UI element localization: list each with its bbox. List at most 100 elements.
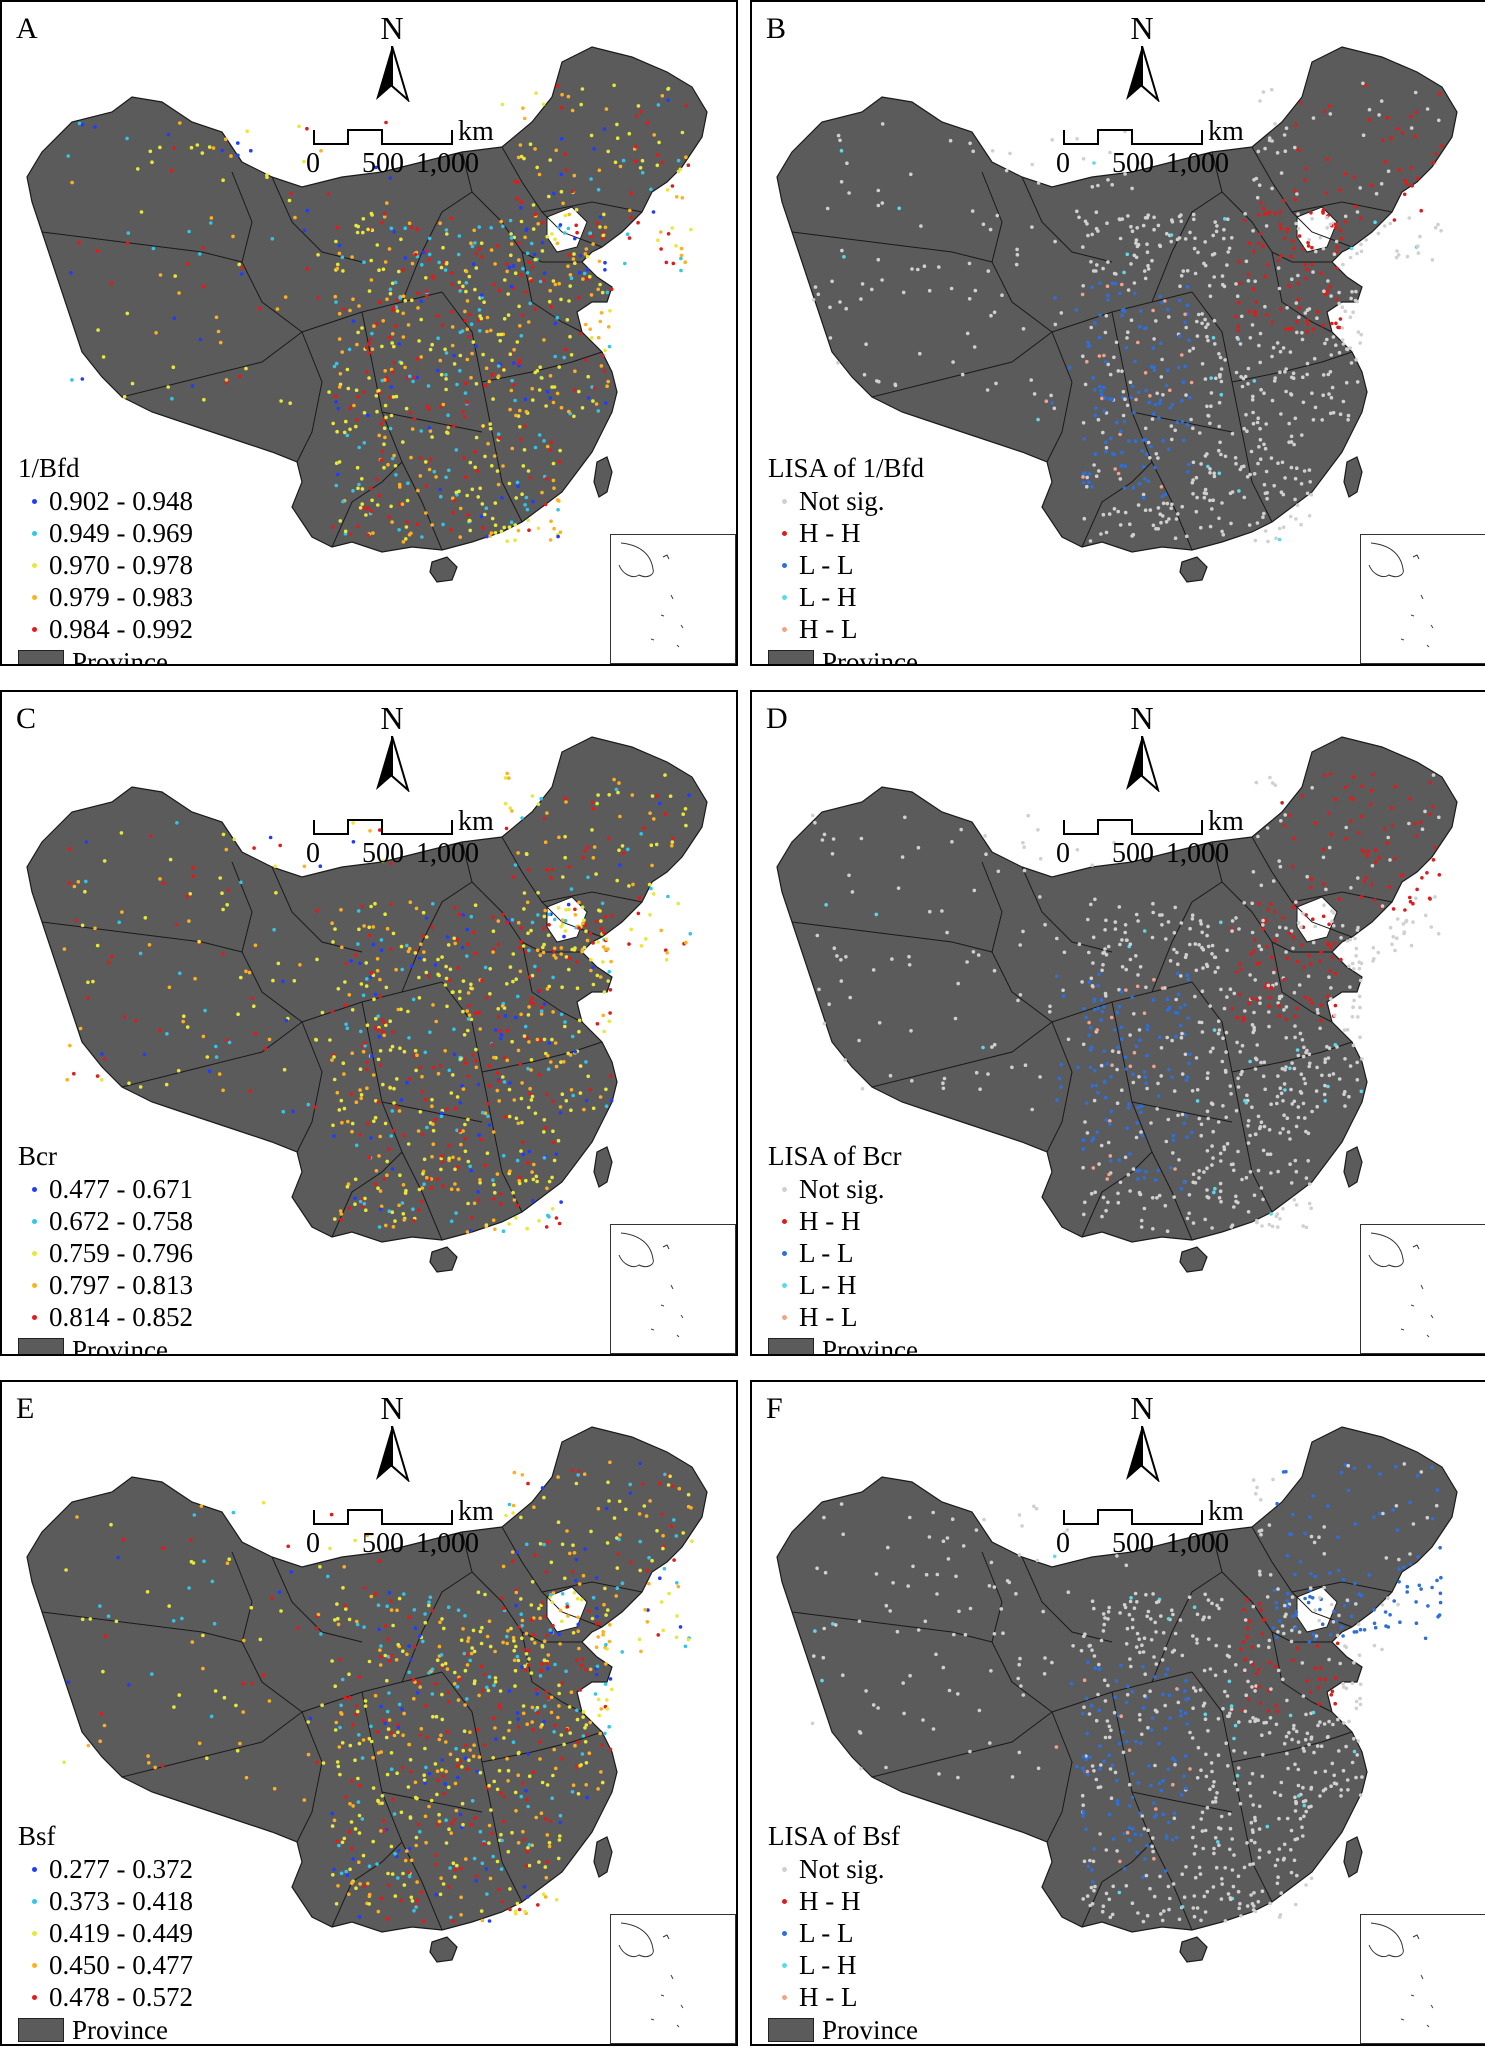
city-point	[502, 1819, 506, 1824]
city-point	[1136, 1177, 1140, 1181]
city-point	[572, 388, 577, 392]
city-point	[1288, 1162, 1292, 1166]
south-china-sea-inset	[610, 1224, 736, 1354]
city-point	[1300, 794, 1304, 798]
city-point	[1428, 780, 1433, 785]
city-point	[1278, 222, 1282, 227]
city-point	[287, 198, 292, 203]
city-point	[496, 432, 501, 437]
city-point	[74, 918, 79, 923]
city-point	[511, 264, 516, 268]
city-point	[1345, 939, 1350, 943]
city-point	[1423, 809, 1427, 814]
legend-dot	[782, 1218, 787, 1224]
city-point	[530, 265, 535, 269]
city-point	[1205, 933, 1209, 938]
city-point	[1113, 927, 1118, 931]
city-point	[1184, 393, 1188, 397]
city-point	[587, 1609, 591, 1613]
city-point	[1203, 317, 1207, 322]
city-point	[628, 1482, 632, 1487]
inset-map	[1368, 542, 1434, 648]
city-point	[522, 907, 526, 911]
city-point	[1240, 314, 1244, 319]
city-point	[488, 1876, 493, 1881]
city-point	[345, 433, 350, 438]
city-point	[1305, 361, 1310, 366]
city-point	[358, 1132, 363, 1137]
city-point	[1248, 472, 1252, 477]
city-point	[351, 821, 355, 825]
city-point	[1104, 530, 1109, 535]
city-point	[1188, 230, 1192, 235]
city-point	[371, 1755, 375, 1760]
city-point	[1338, 228, 1343, 233]
city-point	[503, 278, 507, 282]
city-point	[1151, 523, 1156, 528]
city-point	[1279, 412, 1283, 416]
city-point	[672, 1558, 676, 1562]
city-point	[652, 133, 656, 137]
city-point	[1224, 1741, 1228, 1745]
city-point	[1120, 1088, 1124, 1092]
city-point	[211, 146, 216, 150]
city-point	[1230, 929, 1234, 933]
city-point	[1388, 925, 1393, 930]
city-point	[1144, 452, 1149, 457]
city-point	[1245, 429, 1249, 434]
city-point	[1390, 823, 1395, 828]
city-point	[1261, 90, 1266, 94]
city-point	[659, 928, 663, 933]
city-point	[201, 284, 206, 289]
city-point	[337, 1108, 342, 1112]
city-point	[1289, 1087, 1293, 1092]
city-point	[1338, 188, 1342, 192]
city-point	[429, 1186, 434, 1190]
city-point	[466, 513, 470, 517]
city-point	[80, 377, 85, 381]
city-point	[1220, 274, 1225, 278]
city-point	[664, 260, 669, 265]
city-point	[146, 1754, 150, 1758]
city-point	[96, 328, 100, 332]
city-point	[1309, 211, 1313, 215]
city-point	[103, 1634, 108, 1638]
city-point	[604, 107, 609, 111]
city-point	[1251, 870, 1256, 874]
city-point	[816, 292, 821, 297]
city-point	[591, 941, 595, 945]
city-point	[578, 331, 583, 336]
city-point	[1331, 1072, 1336, 1076]
city-point	[1098, 384, 1102, 389]
city-point	[658, 801, 662, 806]
city-point	[1283, 476, 1287, 480]
city-point	[430, 523, 435, 527]
city-point	[985, 388, 990, 392]
city-point	[376, 1100, 381, 1104]
legend-province: Province	[18, 1333, 193, 1354]
city-point	[402, 1049, 407, 1054]
city-point	[1185, 1135, 1189, 1139]
city-point	[400, 1765, 405, 1770]
city-point	[573, 261, 577, 266]
city-point	[491, 1716, 496, 1721]
city-point	[1097, 335, 1102, 340]
city-point	[522, 448, 527, 452]
city-point	[1419, 1470, 1424, 1474]
city-point	[544, 1633, 549, 1638]
city-point	[1130, 229, 1135, 233]
city-point	[1170, 502, 1174, 507]
city-point	[507, 481, 512, 486]
city-point	[282, 1067, 287, 1072]
city-point	[358, 961, 362, 966]
city-point	[600, 901, 605, 906]
city-point	[1117, 1005, 1122, 1009]
city-point	[488, 992, 492, 996]
city-point	[429, 1798, 434, 1803]
city-point	[1151, 308, 1155, 313]
province-border	[1151, 1571, 1223, 1683]
city-point	[399, 1098, 404, 1102]
city-point	[1242, 1015, 1246, 1020]
city-point	[1133, 439, 1138, 444]
city-point	[392, 1733, 397, 1738]
